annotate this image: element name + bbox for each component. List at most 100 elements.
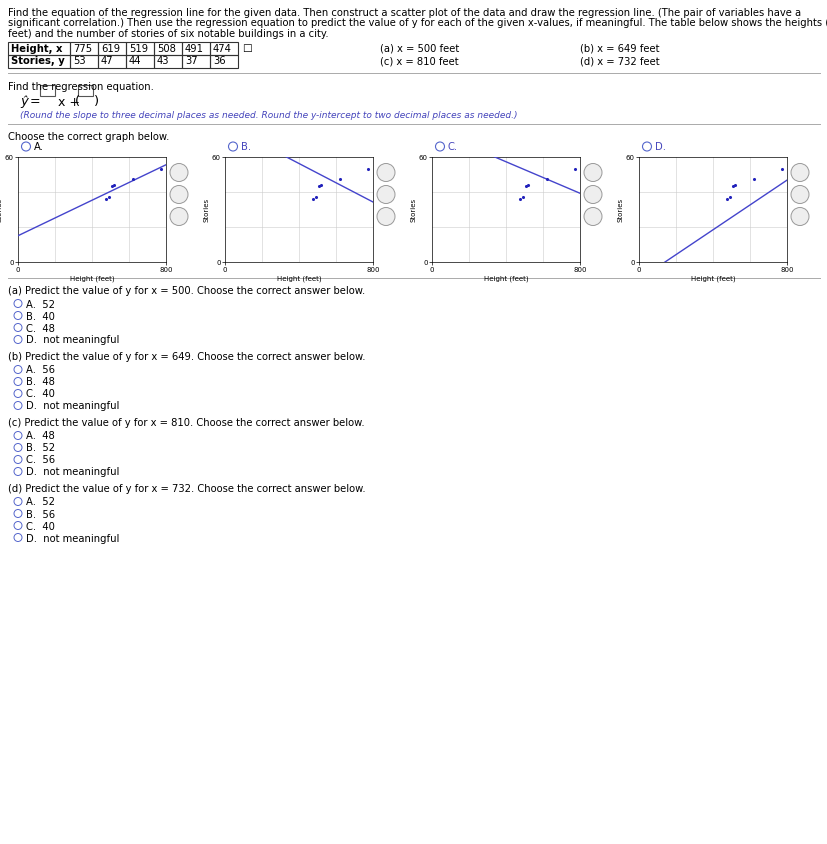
- Circle shape: [376, 165, 394, 182]
- Text: 491: 491: [184, 43, 203, 53]
- Point: [312, 181, 325, 194]
- Text: A.: A.: [34, 143, 44, 152]
- Text: 619: 619: [101, 43, 120, 53]
- Bar: [70, 56, 98, 68]
- Bar: [154, 42, 182, 56]
- Point: [155, 163, 168, 176]
- Point: [314, 179, 327, 192]
- Text: C.  40: C. 40: [26, 389, 55, 399]
- Circle shape: [14, 522, 22, 530]
- Text: C.  40: C. 40: [26, 521, 55, 531]
- Bar: [98, 56, 126, 68]
- Point: [126, 173, 139, 187]
- X-axis label: Height (feet): Height (feet): [276, 275, 321, 282]
- Text: (c) Predict the value of y for x = 810. Choose the correct answer below.: (c) Predict the value of y for x = 810. …: [8, 418, 364, 428]
- Text: feet) and the number of stories of six notable buildings in a city.: feet) and the number of stories of six n…: [8, 29, 328, 39]
- Text: A.  52: A. 52: [26, 299, 55, 309]
- Text: B.  48: B. 48: [26, 377, 55, 387]
- Text: x +: x +: [58, 95, 80, 108]
- Circle shape: [583, 187, 601, 204]
- Circle shape: [22, 143, 31, 152]
- Text: significant correlation.) Then use the regression equation to predict the value : significant correlation.) Then use the r…: [8, 19, 827, 29]
- Text: ŷ: ŷ: [20, 95, 28, 108]
- Text: (b) Predict the value of y for x = 649. Choose the correct answer below.: (b) Predict the value of y for x = 649. …: [8, 352, 365, 362]
- Text: (: (: [75, 95, 80, 108]
- Text: D.: D.: [654, 143, 665, 152]
- Text: B.  56: B. 56: [26, 509, 55, 519]
- Text: C.  56: C. 56: [26, 455, 55, 465]
- Circle shape: [376, 208, 394, 226]
- Point: [725, 181, 739, 194]
- Text: D.  not meaningful: D. not meaningful: [26, 467, 119, 477]
- X-axis label: Height (feet): Height (feet): [690, 275, 734, 282]
- Text: 37: 37: [184, 57, 198, 67]
- Text: Q: Q: [589, 170, 596, 179]
- Bar: [182, 56, 210, 68]
- Text: D.  not meaningful: D. not meaningful: [26, 401, 119, 411]
- Point: [539, 173, 552, 187]
- Circle shape: [14, 336, 22, 344]
- Bar: [78, 85, 93, 96]
- Bar: [210, 56, 237, 68]
- Point: [519, 181, 532, 194]
- Point: [722, 191, 735, 204]
- Circle shape: [14, 456, 22, 464]
- Point: [568, 163, 581, 176]
- Point: [108, 179, 121, 192]
- Text: Q: Q: [796, 170, 803, 179]
- X-axis label: Height (feet): Height (feet): [69, 275, 114, 282]
- Text: =: =: [30, 95, 41, 108]
- Bar: [40, 85, 55, 96]
- Circle shape: [376, 187, 394, 204]
- Text: Choose the correct graph below.: Choose the correct graph below.: [8, 133, 170, 143]
- Text: B.  40: B. 40: [26, 311, 55, 321]
- Point: [775, 163, 788, 176]
- Text: Q: Q: [175, 192, 183, 201]
- Text: 775: 775: [73, 43, 92, 53]
- Circle shape: [14, 390, 22, 398]
- Point: [361, 163, 375, 176]
- Circle shape: [14, 378, 22, 386]
- Point: [105, 181, 118, 194]
- Text: □: □: [241, 43, 251, 53]
- Point: [719, 192, 733, 206]
- Text: Find the regression equation.: Find the regression equation.: [8, 81, 154, 91]
- Text: (Round the slope to three decimal places as needed. Round the y-intercept to two: (Round the slope to three decimal places…: [20, 111, 517, 121]
- Bar: [210, 42, 237, 56]
- Point: [521, 179, 534, 192]
- Point: [746, 173, 759, 187]
- Point: [306, 192, 319, 206]
- Circle shape: [14, 402, 22, 410]
- Text: (b) x = 649 feet: (b) x = 649 feet: [579, 43, 658, 53]
- Circle shape: [790, 187, 808, 204]
- Point: [102, 191, 115, 204]
- Text: ): ): [94, 95, 99, 108]
- Text: (a) x = 500 feet: (a) x = 500 feet: [380, 43, 459, 53]
- Text: Q: Q: [382, 170, 390, 179]
- Text: C.: C.: [447, 143, 457, 152]
- Text: D.  not meaningful: D. not meaningful: [26, 533, 119, 543]
- Point: [308, 191, 322, 204]
- Text: D.  not meaningful: D. not meaningful: [26, 335, 119, 345]
- Y-axis label: Stories: Stories: [616, 197, 622, 222]
- Y-axis label: Stories: Stories: [0, 197, 2, 222]
- Text: A.  56: A. 56: [26, 365, 55, 375]
- Y-axis label: Stories: Stories: [203, 197, 208, 222]
- Point: [99, 192, 112, 206]
- Text: 36: 36: [213, 57, 225, 67]
- Text: A.  52: A. 52: [26, 497, 55, 507]
- Text: (d) Predict the value of y for x = 732. Choose the correct answer below.: (d) Predict the value of y for x = 732. …: [8, 484, 366, 494]
- Bar: [8, 56, 70, 68]
- Text: 43: 43: [157, 57, 170, 67]
- Text: 519: 519: [129, 43, 148, 53]
- Text: Height, x: Height, x: [11, 43, 62, 53]
- Bar: [182, 42, 210, 56]
- Circle shape: [14, 432, 22, 440]
- Point: [513, 192, 526, 206]
- Text: B.  52: B. 52: [26, 443, 55, 453]
- Text: (d) x = 732 feet: (d) x = 732 feet: [579, 57, 659, 67]
- Circle shape: [583, 165, 601, 182]
- Text: Find the equation of the regression line for the given data. Then construct a sc: Find the equation of the regression line…: [8, 8, 801, 18]
- Circle shape: [14, 534, 22, 542]
- Circle shape: [170, 187, 188, 204]
